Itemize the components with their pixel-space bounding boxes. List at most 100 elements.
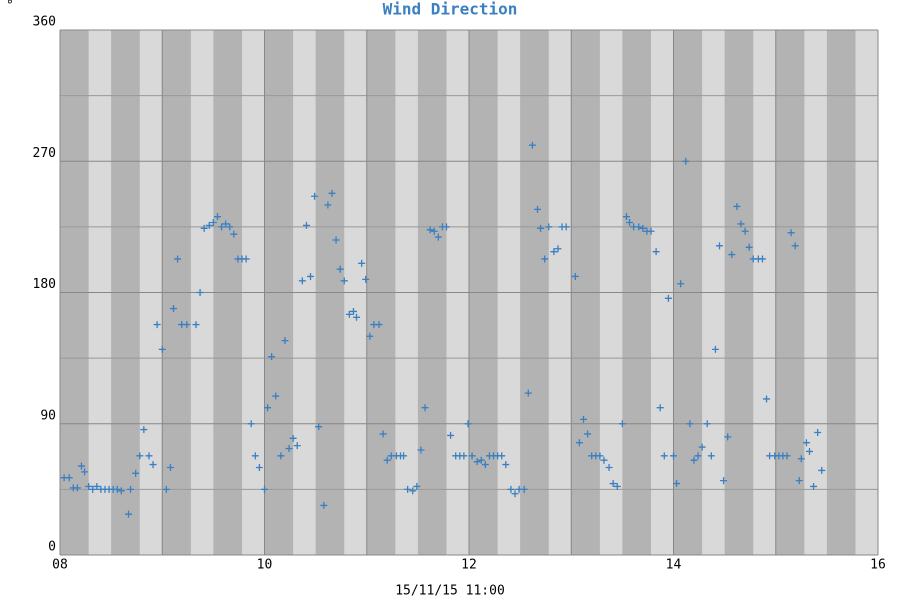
data-point [550, 248, 558, 256]
y-tick-label: 360 [33, 15, 56, 30]
data-point [328, 189, 336, 197]
y-tick-label: 180 [33, 277, 56, 292]
data-point [209, 219, 217, 226]
data-point [132, 469, 140, 477]
data-point [192, 321, 200, 329]
data-point [791, 242, 799, 250]
data-point [293, 442, 301, 450]
data-point [783, 452, 791, 460]
data-point [468, 452, 476, 460]
data-point [795, 477, 803, 485]
data-point [677, 280, 685, 288]
data-point [324, 201, 332, 209]
data-point [507, 485, 515, 493]
data-point [140, 426, 148, 434]
data-point [626, 219, 634, 226]
data-point [127, 485, 135, 493]
data-point [584, 430, 592, 438]
x-tick-label: 16 [870, 558, 886, 573]
data-point [218, 223, 226, 231]
data-point [285, 445, 293, 453]
y-tick-label: 270 [33, 146, 56, 161]
data-point [200, 224, 208, 232]
data-point [477, 456, 485, 464]
data-point [694, 452, 702, 460]
data-point [541, 255, 549, 263]
data-point [281, 337, 289, 345]
data-point [720, 477, 728, 485]
data-point [93, 482, 101, 490]
data-point [404, 485, 412, 493]
data-point [622, 213, 630, 221]
data-point [698, 443, 706, 451]
data-point [464, 420, 472, 428]
data-point [818, 466, 826, 474]
data-point [413, 482, 421, 490]
data-point [690, 456, 698, 464]
data-point [787, 229, 795, 237]
y-tick-label: 0 [48, 540, 56, 555]
data-point [183, 321, 191, 329]
data-point [383, 456, 391, 464]
data-point [498, 452, 506, 460]
data-point [264, 404, 272, 412]
data-point [545, 223, 553, 231]
x-tick-label: 14 [666, 558, 682, 573]
data-point [618, 420, 626, 428]
data-point [758, 255, 766, 263]
data-point [741, 227, 749, 235]
data-point [65, 474, 73, 482]
data-point [810, 482, 818, 490]
data-point [814, 429, 822, 436]
data-point [426, 226, 434, 234]
data-point [613, 482, 621, 490]
data-point [302, 221, 310, 229]
x-tick-label: 08 [52, 558, 68, 573]
data-point [580, 415, 588, 423]
data-point [196, 289, 204, 296]
data-point [797, 455, 805, 463]
data-point [315, 423, 323, 431]
data-point [332, 236, 340, 244]
data-point [686, 420, 694, 428]
data-point [174, 255, 182, 263]
data-point [136, 452, 144, 460]
data-point [113, 485, 121, 493]
data-point [117, 487, 125, 495]
data-point [320, 501, 328, 509]
x-tick-label: 12 [461, 558, 477, 573]
data-point [277, 452, 285, 460]
data-point [298, 277, 306, 285]
data-point [162, 485, 170, 493]
data-point [421, 404, 429, 412]
data-point [562, 223, 570, 231]
data-point [652, 248, 660, 256]
data-point [575, 439, 583, 447]
data-point [417, 446, 425, 454]
data-point [247, 420, 255, 428]
data-point [703, 420, 711, 428]
data-point [670, 452, 677, 460]
chart-title: Wind Direction [383, 0, 518, 19]
data-point [272, 392, 280, 400]
data-point [268, 353, 276, 361]
data-point [647, 227, 655, 235]
point-layer [60, 141, 826, 518]
data-point [379, 430, 387, 438]
y-tick-label: 90 [40, 408, 56, 423]
data-point [460, 452, 468, 460]
data-point [345, 310, 353, 318]
data-point [153, 321, 161, 329]
data-point [571, 272, 579, 280]
data-point [430, 227, 438, 235]
data-point [311, 192, 319, 200]
data-point [447, 431, 455, 439]
data-point [434, 233, 442, 241]
data-point [443, 223, 451, 231]
data-point [89, 485, 97, 493]
data-point [349, 307, 357, 315]
data-point [664, 294, 672, 302]
data-point [716, 242, 724, 250]
data-point [213, 213, 221, 221]
